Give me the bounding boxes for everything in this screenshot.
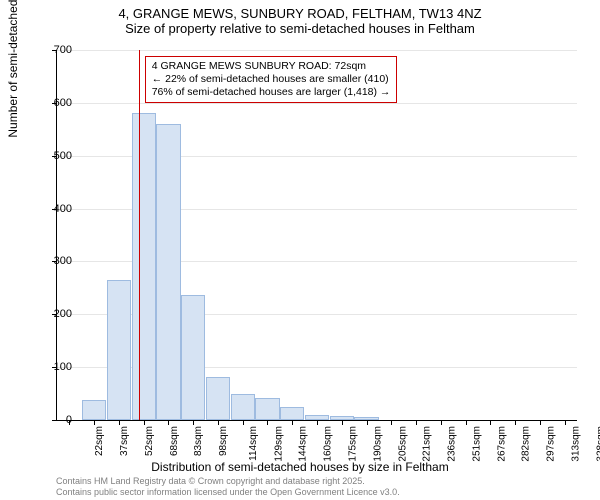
reference-line (139, 50, 140, 420)
y-tick-label: 500 (32, 150, 72, 162)
x-tick-label: 129sqm (273, 426, 284, 462)
histogram-bar (255, 398, 279, 420)
footer-credits: Contains HM Land Registry data © Crown c… (56, 476, 400, 498)
x-tick-label: 144sqm (298, 426, 309, 462)
x-tick-mark (441, 420, 442, 425)
histogram-bar (354, 417, 378, 420)
chart-title-main: 4, GRANGE MEWS, SUNBURY ROAD, FELTHAM, T… (0, 0, 600, 21)
x-tick-label: 313sqm (570, 426, 581, 462)
x-tick-label: 282sqm (521, 426, 532, 462)
y-tick-label: 100 (32, 361, 72, 373)
annotation-line: ← 22% of semi-detached houses are smalle… (152, 73, 391, 86)
x-tick-label: 251sqm (471, 426, 482, 462)
x-tick-mark (416, 420, 417, 425)
x-tick-mark (168, 420, 169, 425)
y-tick-label: 700 (32, 44, 72, 56)
annotation-line: 4 GRANGE MEWS SUNBURY ROAD: 72sqm (152, 60, 391, 73)
histogram-bar (305, 415, 329, 420)
x-tick-label: 68sqm (169, 426, 180, 456)
x-tick-label: 114sqm (248, 426, 259, 461)
x-tick-mark (144, 420, 145, 425)
histogram-bar (132, 113, 156, 420)
x-tick-mark (342, 420, 343, 425)
y-tick-label: 300 (32, 255, 72, 267)
x-tick-label: 236sqm (447, 426, 458, 462)
x-tick-mark (515, 420, 516, 425)
y-tick-label: 0 (32, 414, 72, 426)
histogram-bar (107, 280, 131, 420)
chart-title-sub: Size of property relative to semi-detach… (0, 21, 600, 36)
y-tick-label: 400 (32, 203, 72, 215)
x-tick-mark (540, 420, 541, 425)
plot-area: 4 GRANGE MEWS SUNBURY ROAD: 72sqm← 22% o… (56, 50, 577, 421)
x-tick-mark (490, 420, 491, 425)
x-tick-label: 37sqm (119, 426, 130, 456)
grid-line (57, 50, 577, 51)
x-tick-mark (391, 420, 392, 425)
x-tick-mark (193, 420, 194, 425)
footer-line-1: Contains HM Land Registry data © Crown c… (56, 476, 400, 487)
y-tick-label: 200 (32, 308, 72, 320)
x-tick-label: 98sqm (218, 426, 229, 456)
x-tick-mark (119, 420, 120, 425)
histogram-bar (206, 377, 230, 420)
x-tick-label: 221sqm (422, 426, 433, 462)
chart-container: 4, GRANGE MEWS, SUNBURY ROAD, FELTHAM, T… (0, 0, 600, 500)
histogram-bar (82, 400, 106, 420)
histogram-bar (231, 394, 255, 420)
x-tick-label: 190sqm (372, 426, 383, 462)
x-tick-mark (317, 420, 318, 425)
x-tick-label: 328sqm (595, 426, 600, 462)
footer-line-2: Contains public sector information licen… (56, 487, 400, 498)
y-tick-label: 600 (32, 97, 72, 109)
x-tick-label: 52sqm (144, 426, 155, 456)
x-tick-label: 267sqm (496, 426, 507, 462)
x-tick-label: 83sqm (193, 426, 204, 456)
x-tick-mark (267, 420, 268, 425)
y-axis-label: Number of semi-detached properties (6, 0, 20, 138)
histogram-bar (181, 295, 205, 420)
histogram-bar (280, 407, 304, 420)
x-tick-label: 205sqm (397, 426, 408, 462)
x-tick-label: 297sqm (546, 426, 557, 462)
x-tick-mark (218, 420, 219, 425)
x-tick-mark (466, 420, 467, 425)
annotation-box: 4 GRANGE MEWS SUNBURY ROAD: 72sqm← 22% o… (145, 56, 398, 103)
x-tick-label: 160sqm (323, 426, 334, 462)
histogram-bar (330, 416, 354, 420)
x-tick-mark (94, 420, 95, 425)
x-tick-label: 22sqm (94, 426, 105, 456)
x-axis-label: Distribution of semi-detached houses by … (0, 460, 600, 474)
x-tick-mark (565, 420, 566, 425)
histogram-bar (156, 124, 180, 420)
x-tick-mark (367, 420, 368, 425)
x-tick-mark (292, 420, 293, 425)
x-tick-mark (243, 420, 244, 425)
x-tick-label: 175sqm (348, 426, 359, 462)
annotation-line: 76% of semi-detached houses are larger (… (152, 86, 391, 99)
